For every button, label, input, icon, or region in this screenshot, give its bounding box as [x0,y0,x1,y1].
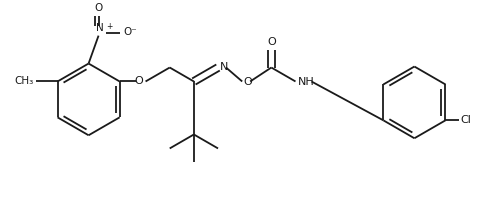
Text: +: + [106,22,113,31]
Text: O: O [134,77,143,86]
Text: O⁻: O⁻ [124,27,137,37]
Text: N: N [220,61,228,71]
Text: O: O [267,37,276,47]
Text: Cl: Cl [460,115,471,125]
Text: N: N [96,23,104,33]
Text: O: O [94,3,102,13]
Text: NH: NH [298,77,314,88]
Text: O: O [243,77,252,88]
Text: CH₃: CH₃ [14,77,34,86]
